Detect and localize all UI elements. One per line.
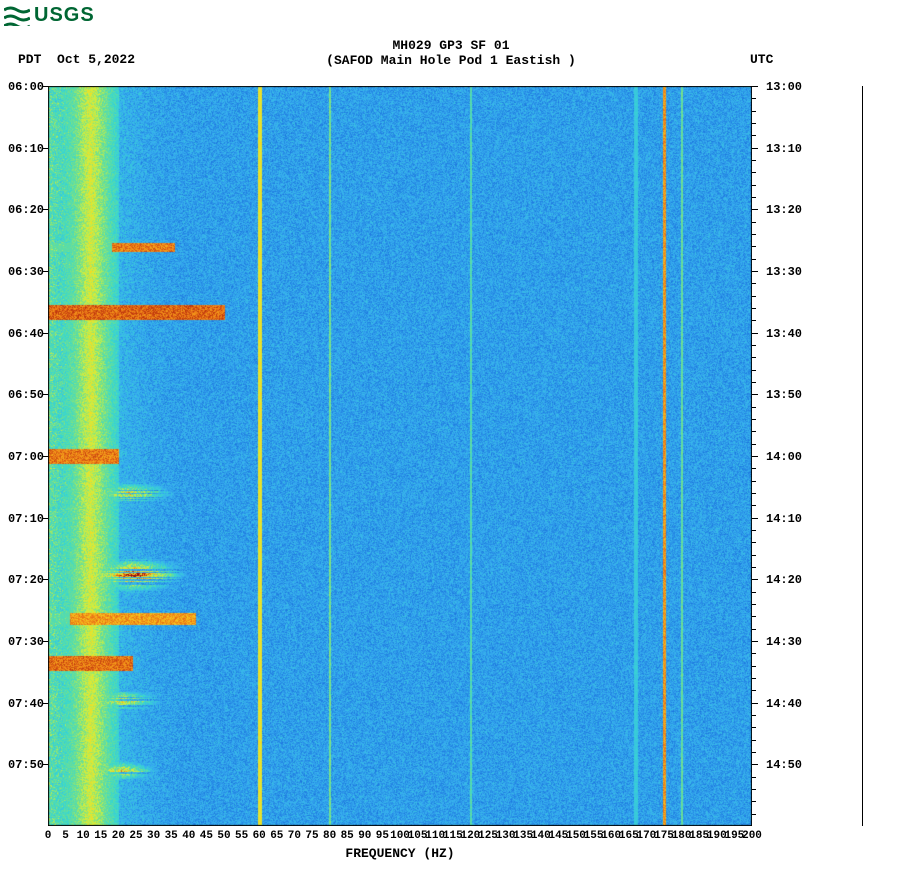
- x-tick-label: 30: [147, 830, 160, 842]
- spectrogram-plot: [48, 86, 752, 826]
- x-tick-label: 40: [182, 830, 195, 842]
- usgs-wave-icon: [4, 6, 30, 26]
- x-tick-label: 70: [288, 830, 301, 842]
- y-left-tick-label: 07:50: [4, 758, 44, 772]
- x-tick-label: 5: [62, 830, 69, 842]
- x-tick-label: 35: [165, 830, 178, 842]
- usgs-logo: USGS: [4, 4, 95, 27]
- y-right-tick-label: 13:40: [766, 327, 802, 341]
- x-tick-label: 10: [77, 830, 90, 842]
- colorbar-axis-line: [862, 86, 863, 826]
- y-left-tick-label: 07:00: [4, 450, 44, 464]
- y-left-tick-label: 07:30: [4, 635, 44, 649]
- y-right-tick-label: 13:20: [766, 203, 802, 217]
- title-line-1: MH029 GP3 SF 01: [0, 38, 902, 53]
- y-right-tick-label: 13:00: [766, 80, 802, 94]
- y-right-tick-label: 13:30: [766, 265, 802, 279]
- y-left-tick-label: 07:40: [4, 697, 44, 711]
- usgs-logo-text: USGS: [34, 4, 95, 27]
- pdt-date-label: PDT Oct 5,2022: [18, 52, 135, 67]
- utc-label: UTC: [750, 52, 773, 67]
- x-tick-label: 80: [323, 830, 336, 842]
- y-left-tick-label: 06:50: [4, 388, 44, 402]
- y-right-tick-label: 14:50: [766, 758, 802, 772]
- x-tick-label: 60: [253, 830, 266, 842]
- spectrogram-canvas: [48, 86, 752, 826]
- y-right-tick-label: 14:30: [766, 635, 802, 649]
- x-tick-label: 45: [200, 830, 213, 842]
- x-axis-title: FREQUENCY (HZ): [48, 846, 752, 861]
- x-tick-label: 85: [341, 830, 354, 842]
- x-tick-label: 50: [217, 830, 230, 842]
- x-tick-label: 200: [742, 830, 762, 842]
- date-label: Oct 5,2022: [57, 52, 135, 67]
- y-right-tick-label: 13:10: [766, 142, 802, 156]
- y-right-tick-label: 13:50: [766, 388, 802, 402]
- y-left-tick-label: 06:40: [4, 327, 44, 341]
- x-tick-label: 95: [376, 830, 389, 842]
- y-right-tick-label: 14:10: [766, 512, 802, 526]
- y-right-tick-label: 14:20: [766, 573, 802, 587]
- pdt-label: PDT: [18, 52, 41, 67]
- y-left-tick-label: 06:10: [4, 142, 44, 156]
- x-tick-label: 65: [270, 830, 283, 842]
- y-left-tick-label: 06:20: [4, 203, 44, 217]
- x-tick-label: 20: [112, 830, 125, 842]
- x-tick-label: 90: [358, 830, 371, 842]
- x-tick-label: 15: [94, 830, 107, 842]
- y-left-tick-label: 07:20: [4, 573, 44, 587]
- x-tick-label: 25: [129, 830, 142, 842]
- y-right-tick-label: 14:00: [766, 450, 802, 464]
- y-left-tick-label: 07:10: [4, 512, 44, 526]
- y-right-tick-label: 14:40: [766, 697, 802, 711]
- x-tick-label: 0: [45, 830, 52, 842]
- y-left-tick-label: 06:30: [4, 265, 44, 279]
- x-tick-label: 55: [235, 830, 248, 842]
- x-tick-label: 75: [305, 830, 318, 842]
- y-left-tick-label: 06:00: [4, 80, 44, 94]
